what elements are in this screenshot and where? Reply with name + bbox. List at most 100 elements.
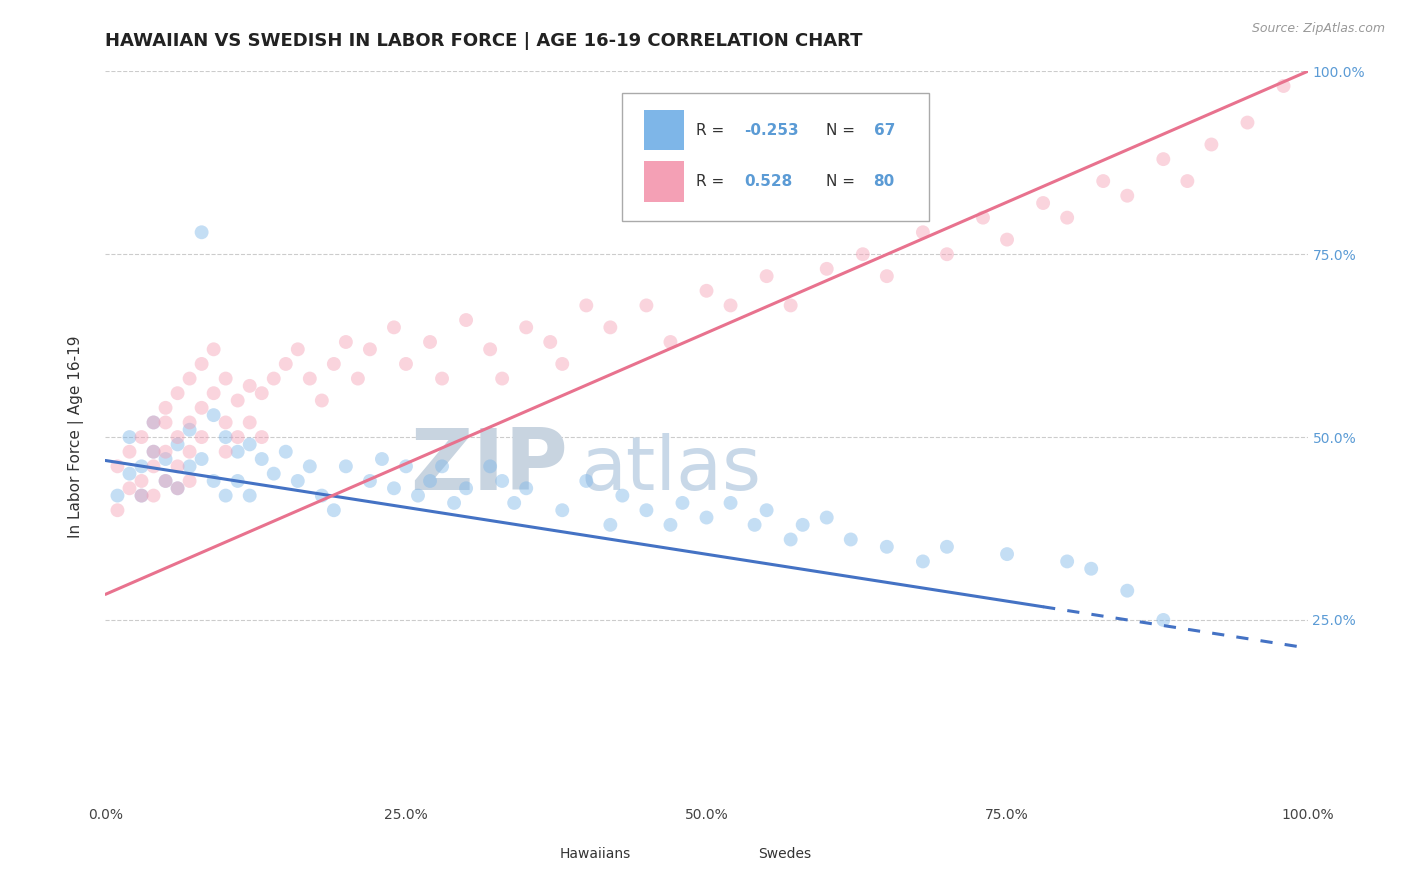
Point	[131, 489, 153, 503]
Point	[839, 533, 862, 547]
Point	[118, 430, 141, 444]
Point	[155, 474, 177, 488]
Point	[118, 467, 141, 481]
Point	[214, 371, 236, 385]
Point	[395, 357, 418, 371]
Text: Hawaiians: Hawaiians	[560, 847, 631, 861]
Point	[972, 211, 994, 225]
Point	[155, 452, 177, 467]
Point	[298, 371, 321, 385]
Point	[1152, 613, 1174, 627]
Point	[118, 481, 141, 495]
Point	[142, 416, 165, 430]
Point	[1056, 554, 1078, 568]
Y-axis label: In Labor Force | Age 16-19: In Labor Force | Age 16-19	[67, 335, 84, 539]
Point	[936, 247, 959, 261]
Point	[179, 423, 201, 437]
Point	[744, 517, 766, 532]
Point	[322, 503, 344, 517]
Point	[131, 430, 153, 444]
Point	[911, 225, 934, 239]
Text: N =: N =	[825, 174, 859, 189]
Point	[430, 459, 453, 474]
Point	[131, 459, 153, 474]
Point	[179, 416, 201, 430]
Point	[190, 401, 212, 415]
Point	[287, 474, 309, 488]
Point	[202, 386, 225, 401]
Point	[166, 386, 188, 401]
Point	[214, 416, 236, 430]
Point	[118, 444, 141, 458]
Point	[250, 386, 273, 401]
Point	[382, 320, 405, 334]
Point	[430, 371, 453, 385]
Point	[179, 444, 201, 458]
Point	[335, 459, 357, 474]
Point	[179, 459, 201, 474]
Point	[1177, 174, 1199, 188]
Point	[142, 444, 165, 458]
Point	[239, 489, 262, 503]
Point	[226, 444, 249, 458]
Point	[274, 444, 297, 458]
Point	[792, 517, 814, 532]
Point	[491, 474, 513, 488]
Point	[720, 496, 742, 510]
Point	[876, 269, 898, 284]
Point	[503, 496, 526, 510]
Point	[575, 298, 598, 312]
Point	[371, 452, 394, 467]
Point	[636, 298, 658, 312]
Point	[515, 320, 537, 334]
Point	[755, 503, 778, 517]
Point	[696, 510, 718, 524]
Point	[202, 474, 225, 488]
Point	[274, 357, 297, 371]
Point	[202, 408, 225, 422]
Point	[419, 334, 441, 349]
Point	[107, 459, 129, 474]
Point	[1236, 115, 1258, 129]
Point	[190, 357, 212, 371]
Point	[599, 517, 621, 532]
Text: ZIP: ZIP	[411, 425, 568, 508]
Point	[491, 371, 513, 385]
Point	[166, 430, 188, 444]
Point	[779, 533, 801, 547]
Point	[456, 481, 478, 495]
Point	[1272, 78, 1295, 93]
Point	[226, 393, 249, 408]
Point	[1116, 583, 1139, 598]
Point	[226, 430, 249, 444]
Point	[179, 371, 201, 385]
Point	[815, 510, 838, 524]
Point	[720, 298, 742, 312]
Point	[202, 343, 225, 357]
Point	[1092, 174, 1115, 188]
FancyBboxPatch shape	[644, 110, 683, 151]
Text: 80: 80	[873, 174, 894, 189]
Text: N =: N =	[825, 123, 859, 137]
Point	[936, 540, 959, 554]
Point	[1116, 188, 1139, 202]
Point	[263, 467, 285, 481]
Point	[155, 474, 177, 488]
Point	[359, 474, 381, 488]
Point	[779, 298, 801, 312]
Point	[1080, 562, 1102, 576]
Point	[479, 459, 502, 474]
Point	[239, 416, 262, 430]
Point	[575, 474, 598, 488]
Point	[214, 430, 236, 444]
Point	[911, 554, 934, 568]
Point	[382, 481, 405, 495]
Point	[142, 459, 165, 474]
Point	[311, 393, 333, 408]
Point	[190, 452, 212, 467]
Point	[287, 343, 309, 357]
Point	[166, 481, 188, 495]
Point	[479, 343, 502, 357]
Point	[636, 503, 658, 517]
Point	[995, 547, 1018, 561]
